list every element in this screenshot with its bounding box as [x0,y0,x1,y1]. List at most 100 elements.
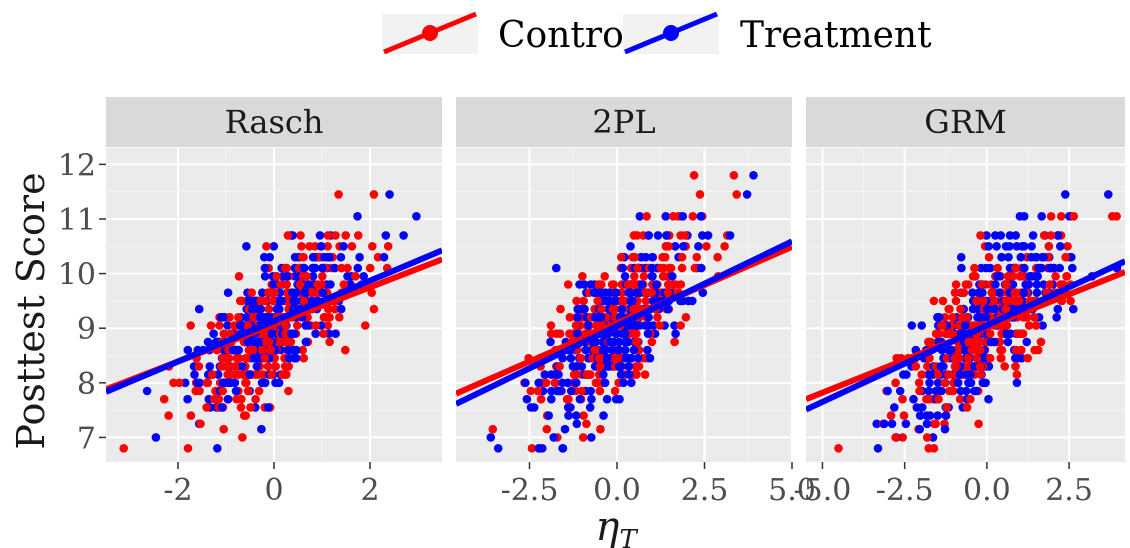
scatter-point-treatment [258,288,267,298]
scatter-point-treatment [585,403,595,412]
scatter-point-treatment [260,252,269,262]
scatter-point-control [962,403,972,412]
scatter-point-treatment [1104,190,1113,199]
scatter-point-treatment [311,329,320,339]
scatter-point-treatment [635,321,645,330]
scatter-point-control [899,411,909,420]
scatter-point-treatment [982,304,992,314]
scatter-point-control [207,370,217,379]
x-tick-label: 2.5 [681,473,729,508]
trend-line-treatment [106,247,442,395]
scatter-point-control [631,337,641,347]
scatter-point-control [996,353,1006,363]
scatter-point-treatment [629,345,639,355]
scatter-point-treatment [1031,272,1040,281]
scatter-point-control [929,296,939,306]
scatter-point-control [541,378,551,388]
scatter-point-treatment [1028,231,1038,240]
scatter-point-control [956,304,965,314]
scatter-point-control [555,329,565,339]
x-tick-label: 0 [264,473,283,508]
scatter-point-control [186,411,196,420]
scatter-point-treatment [584,321,593,330]
scatter-point-control [629,304,638,314]
scatter-point-treatment [253,337,263,347]
scatter-point-treatment [996,231,1005,240]
scatter-point-control [319,329,328,339]
scatter-point-treatment [962,370,971,379]
scatter-point-treatment [619,378,628,388]
scatter-point-control [944,370,953,379]
scatter-point-control [578,433,588,442]
scatter-point-control [196,419,205,429]
scatter-point-control [592,378,602,388]
scatter-point-treatment [287,329,296,339]
scatter-point-treatment [956,252,966,262]
x-tick-label: 5.0 [768,473,816,508]
scatter-point-treatment [558,444,567,453]
scatter-point-control [325,313,334,322]
scatter-point-control [308,288,317,298]
scatter-point-control [369,190,379,199]
scatter-point-control [966,394,975,404]
scatter-point-control [258,345,267,355]
facet-panel: Rasch -2 0 2 [106,97,442,508]
scatter-point-control [266,345,276,355]
scatter-point-treatment [1037,263,1046,273]
scatter-point-control [953,345,962,355]
scatter-point-treatment [925,378,934,388]
scatter-point-control [834,444,843,453]
scatter-point-control [194,362,204,371]
scatter-point-control [948,313,957,322]
scatter-point-control [556,304,565,314]
scatter-point-treatment [547,394,556,404]
scatter-point-treatment [984,394,993,404]
scatter-point-treatment [982,231,991,240]
scatter-point-treatment [944,345,953,355]
scatter-point-treatment [587,433,596,442]
scatter-point-treatment [975,313,985,322]
scatter-point-treatment [572,378,581,388]
scatter-point-treatment [974,288,984,298]
scatter-point-control [934,329,944,339]
scatter-point-treatment [694,242,703,251]
scatter-point-control [972,296,981,306]
scatter-point-treatment [552,386,562,396]
scatter-point-control [331,231,340,240]
scatter-point-treatment [242,313,251,322]
scatter-point-treatment [1032,280,1042,289]
scatter-point-treatment [580,304,589,314]
y-axis-title: Posttest Score [9,172,53,449]
scatter-point-control [299,296,309,306]
scatter-point-control [488,424,498,434]
scatter-point-treatment [581,345,590,355]
scatter-point-treatment [917,321,926,330]
scatter-point-treatment [1004,252,1013,262]
scatter-point-treatment [601,345,610,355]
scatter-point-control [546,321,556,330]
scatter-point-control [281,263,290,273]
scatter-point-control [1024,321,1034,330]
scatter-point-treatment [493,444,503,453]
scatter-point-control [323,242,333,251]
scatter-point-treatment [1027,252,1036,262]
scatter-point-control [243,321,252,330]
scatter-point-control [961,280,971,289]
scatter-point-control [729,171,739,180]
scatter-point-treatment [1039,252,1048,262]
scatter-point-control [282,280,292,289]
scatter-point-treatment [936,362,946,371]
scatter-point-treatment [618,329,627,339]
x-tick-label: -5.0 [794,473,852,508]
scatter-point-treatment [612,329,621,339]
scatter-point-treatment [577,362,587,371]
scatter-point-control [278,370,287,379]
facet-panel: GRM -5.0 -2.5 0.0 2.5 [794,97,1125,508]
scatter-point-control [1039,231,1049,240]
scatter-point-treatment [590,313,600,322]
scatter-point-control [335,313,344,322]
scatter-point-control [1011,362,1020,371]
scatter-point-treatment [688,296,697,306]
scatter-point-control [293,321,302,330]
scatter-point-control [368,242,377,251]
